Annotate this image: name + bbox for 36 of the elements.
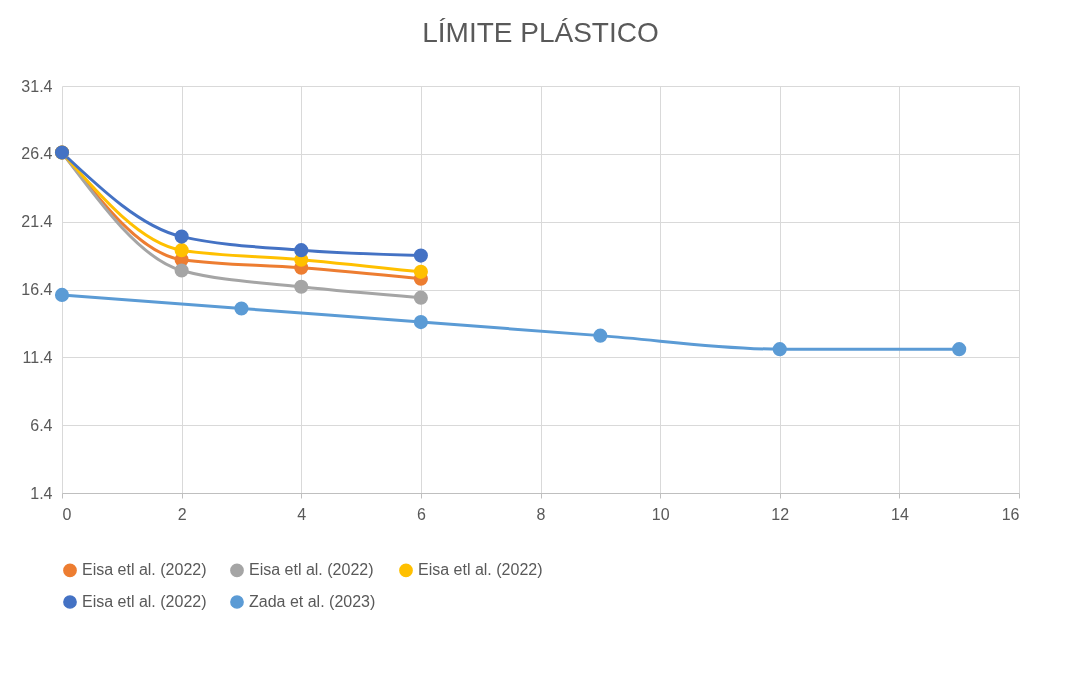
point [174,243,189,258]
x-tick-label: 0 [62,505,72,523]
legend-label: Eisa etl al. (2022) [82,561,207,579]
point [413,264,428,279]
y-tick-label: 26.4 [21,145,53,163]
y-tick-label: 11.4 [22,348,53,366]
y-tick-label: 6.4 [30,416,53,434]
y-tick-label: 21.4 [21,213,53,231]
y-tick-label: 16.4 [21,281,53,298]
y-tick-label: 1.4 [30,484,53,502]
legend-label: Zada et al. (2023) [249,593,376,610]
point [234,301,249,316]
chart-title: LÍMITE PLÁSTICO [422,17,659,48]
point [174,263,189,278]
legend-label: Eisa etl al. (2022) [418,561,543,579]
point [593,328,608,343]
point [294,279,309,294]
point [413,290,428,305]
point [413,315,428,330]
legend-label: Eisa etl al. (2022) [82,593,207,610]
point [54,287,70,302]
x-tick-label: 4 [297,505,307,523]
x-tick-label: 6 [416,505,426,523]
y-tick-label: 31.4 [21,77,53,95]
x-tick-label: 8 [536,505,546,523]
x-tick-label: 14 [890,505,909,523]
x-tick-label: 10 [651,505,670,523]
point [772,342,787,357]
point [174,229,189,244]
x-tick-label: 2 [177,505,187,523]
legend-label: Eisa etl al. (2022) [249,561,374,579]
x-tick-label: 12 [771,505,790,523]
point [294,243,309,258]
point [413,248,428,263]
point [952,342,967,357]
x-tick-label: 16 [1001,505,1020,523]
